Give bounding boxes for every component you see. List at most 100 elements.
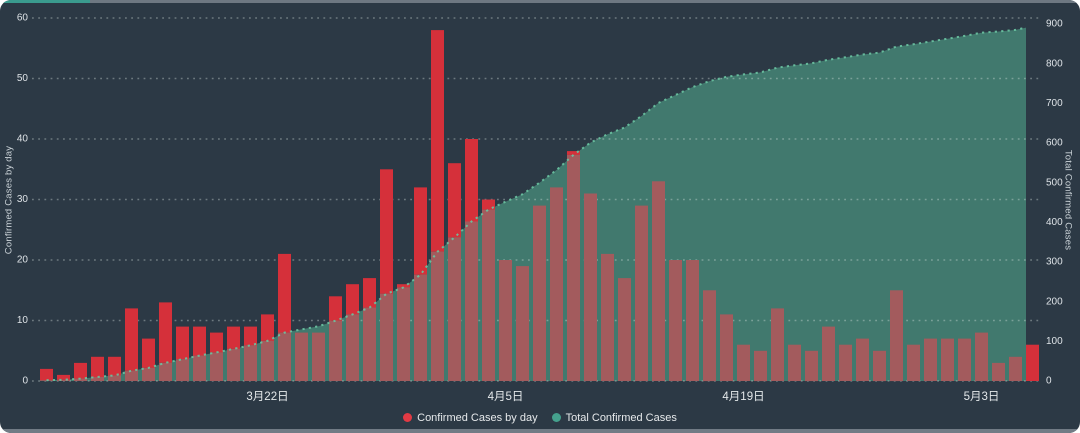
bar-daily-cases-overlap[interactable] xyxy=(193,355,206,381)
bar-daily-cases[interactable] xyxy=(941,338,954,381)
bar-daily-cases-overlap[interactable] xyxy=(210,352,223,381)
bar-daily-cases[interactable] xyxy=(686,260,699,381)
bar-daily-cases[interactable] xyxy=(363,278,376,308)
bar-daily-cases-overlap[interactable] xyxy=(346,314,359,381)
bar-daily-cases[interactable] xyxy=(397,284,410,288)
bar-daily-cases[interactable] xyxy=(74,362,87,379)
bar-daily-cases-overlap[interactable] xyxy=(125,370,138,381)
bar-daily-cases[interactable] xyxy=(244,326,257,346)
bar-daily-cases[interactable] xyxy=(482,199,495,210)
bar-daily-cases[interactable] xyxy=(1026,344,1039,381)
left-axis-tick-label: 0 xyxy=(22,376,28,387)
bar-daily-cases[interactable] xyxy=(57,374,70,380)
total-confirmed-area[interactable] xyxy=(46,27,1027,381)
legend-dot-confirmed-by-day xyxy=(403,413,413,422)
bar-daily-cases[interactable] xyxy=(635,205,648,381)
bar-daily-cases[interactable] xyxy=(788,344,801,381)
bar-daily-cases[interactable] xyxy=(261,314,274,341)
bar-daily-cases[interactable] xyxy=(958,338,971,381)
bar-daily-cases-overlap[interactable] xyxy=(465,221,478,382)
bar-daily-cases[interactable] xyxy=(448,163,461,238)
bottom-border xyxy=(0,429,1080,433)
bar-daily-cases[interactable] xyxy=(40,368,53,381)
bar-daily-cases[interactable] xyxy=(618,278,631,381)
bar-daily-cases-overlap[interactable] xyxy=(448,237,461,381)
bar-daily-cases-overlap[interactable] xyxy=(329,320,342,381)
bar-daily-cases[interactable] xyxy=(499,260,512,381)
bar-daily-cases-overlap[interactable] xyxy=(108,375,121,381)
bar-daily-cases[interactable] xyxy=(176,326,189,360)
bar-daily-cases[interactable] xyxy=(550,187,563,381)
bar-daily-cases[interactable] xyxy=(431,30,444,252)
x-axis-tick-label: 5月3日 xyxy=(964,391,1000,403)
bar-daily-cases-overlap[interactable] xyxy=(261,340,274,381)
bar-daily-cases[interactable] xyxy=(329,296,342,321)
bar-daily-cases[interactable] xyxy=(601,253,614,381)
legend-item-confirmed-by-day[interactable]: Confirmed Cases by day xyxy=(403,412,538,424)
scrollbar-thumb[interactable] xyxy=(0,0,90,3)
bar-daily-cases[interactable] xyxy=(465,139,478,222)
bar-daily-cases[interactable] xyxy=(992,362,1005,381)
bar-daily-cases-overlap[interactable] xyxy=(74,378,87,381)
bar-daily-cases[interactable] xyxy=(771,308,784,381)
bar-daily-cases[interactable] xyxy=(125,308,138,371)
horizontal-scrollbar[interactable] xyxy=(0,0,1080,3)
legend-item-total-confirmed[interactable]: Total Confirmed Cases xyxy=(551,412,677,424)
bar-daily-cases[interactable] xyxy=(737,344,750,381)
bar-daily-cases-overlap[interactable] xyxy=(414,274,427,381)
bar-daily-cases[interactable] xyxy=(652,181,665,381)
bar-daily-cases[interactable] xyxy=(907,344,920,381)
bar-daily-cases[interactable] xyxy=(533,205,546,381)
bar-daily-cases-overlap[interactable] xyxy=(567,154,580,381)
bar-daily-cases-overlap[interactable] xyxy=(380,293,393,381)
bar-daily-cases-overlap[interactable] xyxy=(176,359,189,381)
bar-daily-cases[interactable] xyxy=(193,326,206,356)
bar-daily-cases-overlap[interactable] xyxy=(91,377,104,381)
bar-daily-cases[interactable] xyxy=(839,344,852,381)
bar-daily-cases-overlap[interactable] xyxy=(363,307,376,381)
bar-daily-cases[interactable] xyxy=(91,356,104,377)
left-axis-tick-label: 20 xyxy=(17,255,29,266)
bar-daily-cases-overlap[interactable] xyxy=(57,379,70,381)
bar-daily-cases[interactable] xyxy=(805,350,818,382)
bar-daily-cases-overlap[interactable] xyxy=(40,380,53,381)
left-axis-tick-label: 10 xyxy=(17,315,29,326)
bar-daily-cases[interactable] xyxy=(703,290,716,382)
bar-daily-cases[interactable] xyxy=(890,290,903,382)
bar-daily-cases[interactable] xyxy=(278,253,291,333)
right-axis-tick-label: 800 xyxy=(1046,58,1063,69)
bar-daily-cases[interactable] xyxy=(312,332,325,381)
bar-daily-cases[interactable] xyxy=(516,266,529,381)
right-axis-tick-label: 300 xyxy=(1046,257,1063,268)
bar-daily-cases[interactable] xyxy=(227,326,240,349)
bar-daily-cases[interactable] xyxy=(975,332,988,381)
bar-daily-cases[interactable] xyxy=(924,338,937,381)
bar-daily-cases-overlap[interactable] xyxy=(431,251,444,381)
bar-daily-cases[interactable] xyxy=(295,332,308,381)
bar-daily-cases[interactable] xyxy=(754,350,767,382)
bar-daily-cases[interactable] xyxy=(873,350,886,382)
bar-daily-cases[interactable] xyxy=(584,193,597,382)
bar-daily-cases-overlap[interactable] xyxy=(397,287,410,381)
bar-daily-cases[interactable] xyxy=(1009,356,1022,381)
bar-daily-cases[interactable] xyxy=(669,260,682,381)
bar-daily-cases[interactable] xyxy=(822,326,835,381)
bar-daily-cases-overlap[interactable] xyxy=(482,209,495,381)
bar-daily-cases-overlap[interactable] xyxy=(244,345,257,381)
bar-daily-cases[interactable] xyxy=(210,332,223,353)
bar-daily-cases[interactable] xyxy=(380,169,393,294)
bar-daily-cases[interactable] xyxy=(856,338,869,381)
bar-daily-cases-overlap[interactable] xyxy=(142,367,155,381)
bar-daily-cases[interactable] xyxy=(159,302,172,363)
bar-daily-cases[interactable] xyxy=(720,314,733,381)
bar-daily-cases[interactable] xyxy=(567,151,580,155)
bar-daily-cases[interactable] xyxy=(414,187,427,275)
bar-daily-cases-overlap[interactable] xyxy=(227,348,240,381)
bar-daily-cases-overlap[interactable] xyxy=(159,362,172,381)
bar-daily-cases[interactable] xyxy=(346,284,359,315)
bar-daily-cases[interactable] xyxy=(108,356,121,376)
bar-daily-cases[interactable] xyxy=(142,338,155,368)
bar-daily-cases-overlap[interactable] xyxy=(278,332,291,381)
